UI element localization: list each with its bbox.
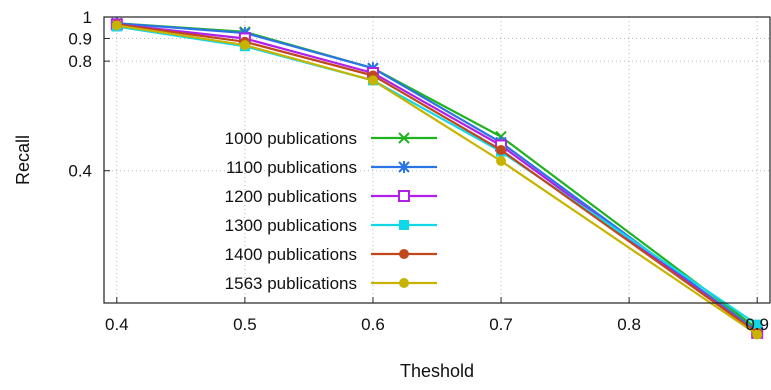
tick-labels: 0.4 0.5 0.6 0.7 0.8 0.9 0.4 0.8 0.9 1: [68, 8, 769, 334]
series-marker: [752, 329, 763, 340]
series-marker: [399, 278, 409, 288]
series-lines: [110, 17, 764, 340]
legend-entry: 1563 publications: [225, 274, 437, 293]
series-line: [116, 24, 758, 336]
series-marker: [399, 249, 409, 259]
series-3: [110, 18, 764, 339]
series-marker: [111, 20, 122, 31]
legend-entry: 1200 publications: [225, 187, 437, 206]
series-line: [116, 22, 758, 332]
series-marker: [399, 220, 409, 230]
axes: [103, 16, 771, 304]
series-line: [116, 25, 758, 326]
legend-label: 1563 publications: [225, 274, 357, 293]
grid-lines: [104, 16, 770, 303]
series-line: [116, 23, 758, 334]
x-tick-label: 0.8: [617, 315, 641, 334]
series-marker: [398, 161, 410, 173]
y-tick-label: 0.8: [68, 52, 92, 71]
legend-entry: 1100 publications: [226, 158, 437, 177]
series-marker: [239, 40, 250, 51]
series-marker: [398, 132, 410, 144]
y-tick-label: 0.9: [68, 29, 92, 48]
legend-label: 1100 publications: [226, 158, 357, 177]
x-tick-label: 0.5: [233, 315, 257, 334]
series-1: [111, 17, 763, 335]
series-marker: [752, 319, 763, 330]
series-5: [111, 19, 763, 338]
y-tick-label: 0.4: [68, 162, 92, 181]
legend-entry: 1300 publications: [225, 216, 437, 235]
series-marker: [496, 145, 507, 156]
x-tick-label: 0.6: [361, 315, 385, 334]
series-6: [111, 20, 763, 340]
series-marker: [398, 190, 410, 202]
series-marker: [496, 155, 507, 166]
legend-label: 1400 publications: [225, 245, 357, 264]
x-axis-title: Theshold: [400, 361, 474, 381]
plot-frame: [103, 16, 771, 304]
legend-label: 1200 publications: [225, 187, 357, 206]
x-tick-label: 0.9: [745, 315, 769, 334]
series-2: [110, 17, 764, 338]
legend-label: 1300 publications: [225, 216, 357, 235]
x-tick-label: 0.7: [489, 315, 513, 334]
y-axis-title: Recall: [13, 135, 33, 185]
legend-entry: 1400 publications: [225, 245, 437, 264]
legend: 1000 publications 1100 publications 1200 p…: [225, 129, 437, 293]
legend-label: 1000 publications: [225, 129, 357, 148]
x-tick-label: 0.4: [105, 315, 129, 334]
legend-entry: 1000 publications: [225, 129, 437, 148]
y-tick-label: 1: [83, 8, 92, 27]
series-line: [116, 23, 758, 334]
series-marker: [367, 75, 378, 86]
